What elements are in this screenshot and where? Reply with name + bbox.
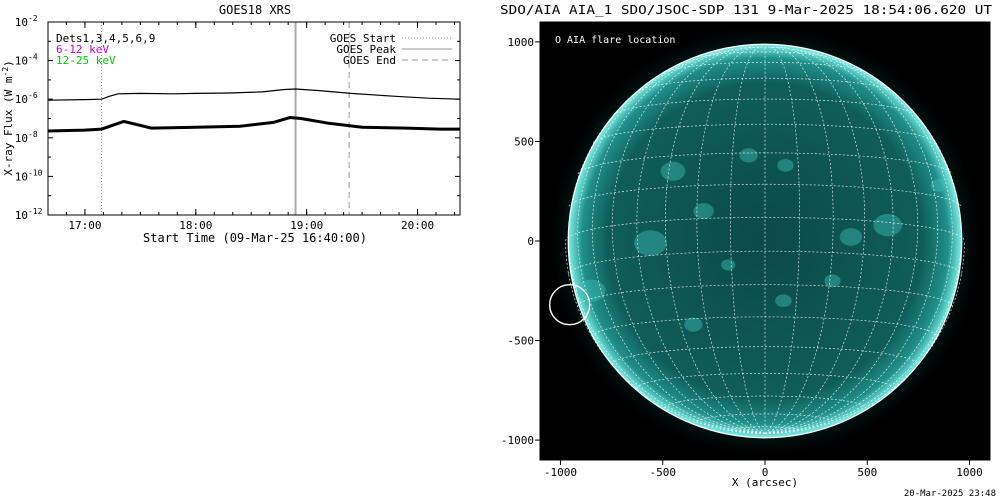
- aia-x-tick-label: -1000: [544, 466, 577, 479]
- aia-x-tick-label: 500: [857, 466, 877, 479]
- goes-chart-title: GOES18 XRS: [219, 3, 291, 17]
- goes-x-axis-label: Start Time (09-Mar-25 16:40:00): [143, 231, 367, 245]
- active-region: [634, 230, 667, 256]
- grid-line: [730, 426, 800, 431]
- grid-line: [611, 49, 766, 435]
- goes-y-tick-exponent: -2: [28, 14, 38, 23]
- active-region: [721, 259, 736, 271]
- goes-y-tick-exponent: -8: [28, 130, 38, 139]
- active-region: [775, 294, 792, 308]
- goes-long-channel-series: [48, 88, 460, 101]
- goes-y-tick-label: 10: [15, 55, 28, 68]
- aia-y-axis: 1000 500 0 -500 -1000: [501, 36, 540, 447]
- active-region: [930, 178, 948, 192]
- grid-line: [764, 46, 834, 435]
- grid-line: [611, 346, 919, 365]
- aia-y-tick-label: 1000: [508, 36, 535, 49]
- active-region: [660, 161, 686, 181]
- grid-line: [636, 48, 766, 435]
- goes-x-tick-label: 18:00: [179, 219, 212, 232]
- footer-timestamp: 20-Mar-2025 23:48: [904, 489, 996, 499]
- aia-x-tick-label: -500: [649, 466, 676, 479]
- aia-y-tick-label: 0: [527, 235, 534, 248]
- active-regions: [576, 148, 948, 332]
- goes-detectors-label: Dets1,3,4,5,6,9: [56, 32, 155, 45]
- grid-line: [696, 46, 766, 435]
- goes-legend-label: GOES End: [343, 54, 396, 67]
- aia-y-tick-label: -500: [508, 335, 535, 348]
- aia-y-tick-label: -1000: [501, 434, 534, 447]
- active-region: [684, 317, 703, 332]
- solar-limb: [567, 43, 963, 439]
- active-region: [693, 203, 714, 220]
- aia-x-axis-label: X (arcsec): [732, 476, 798, 489]
- aia-x-tick-label: 1000: [956, 466, 983, 479]
- grid-line: [764, 240, 965, 435]
- aia-image-panel: SDO/AIA AIA_1 SDO/JSOC-SDP 131 9-Mar-202…: [500, 3, 992, 489]
- goes-y-tick-label: 10: [15, 16, 28, 29]
- goes-x-tick-label: 20:00: [401, 219, 434, 232]
- aia-x-axis: -1000 -500 0 500 1000: [544, 460, 983, 479]
- active-region: [576, 279, 606, 302]
- goes-series-group: [48, 88, 460, 133]
- grid-line: [592, 123, 938, 143]
- grid-line: [568, 250, 962, 275]
- grid-line: [764, 48, 894, 435]
- goes-channel-label: 12-25 keV: [56, 54, 116, 67]
- heliographic-grid: [565, 46, 965, 435]
- goes-y-tick-exponent: -10: [28, 168, 43, 177]
- flare-location-marker: [548, 284, 591, 326]
- goes-y-tick-label: 10: [15, 132, 28, 145]
- goes-plot-frame: [47, 21, 461, 216]
- active-region: [777, 158, 794, 172]
- goes-y-tick-label: 10: [15, 170, 28, 183]
- active-region: [873, 213, 903, 237]
- grid-line: [591, 51, 766, 435]
- grid-line: [568, 183, 962, 207]
- grid-line: [740, 46, 790, 49]
- active-region: [824, 274, 841, 288]
- goes-event-markers: [101, 22, 350, 215]
- grid-line: [612, 98, 918, 116]
- goes-y-tick-label: 10: [15, 93, 28, 106]
- goes-x-tick-label: 19:00: [290, 219, 323, 232]
- goes-y-tick-exponent: -4: [28, 53, 38, 62]
- goes-y-tick-label: 10: [15, 209, 28, 222]
- goes-x-tick-label: 17:00: [68, 219, 101, 232]
- goes-y-axis-label: X-ray Flux (W m-2): [1, 60, 15, 176]
- aia-chart-title: SDO/AIA AIA_1 SDO/JSOC-SDP 131 9-Mar-202…: [500, 3, 992, 17]
- active-region: [739, 148, 758, 163]
- grid-line: [764, 49, 919, 435]
- aia-y-tick-label: 500: [514, 135, 534, 148]
- goes-y-tick-exponent: -12: [28, 207, 43, 216]
- goes-legend-label: GOES Start: [330, 32, 396, 45]
- active-region: [839, 228, 863, 246]
- goes-legend-label: GOES Peak: [336, 43, 396, 56]
- grid-line: [565, 240, 766, 435]
- goes-short-channel-series: [48, 115, 460, 133]
- grid-line: [577, 152, 953, 175]
- goes-channel-label: 6-12 keV: [56, 43, 109, 56]
- grid-line: [764, 51, 939, 435]
- aia-flare-legend: O AIA flare location: [555, 35, 675, 46]
- goes-y-tick-exponent: -6: [28, 91, 38, 100]
- aia-x-tick-label: 0: [762, 466, 769, 479]
- goes-x-axis: 17:00 18:00 19:00 20:00: [65, 22, 455, 232]
